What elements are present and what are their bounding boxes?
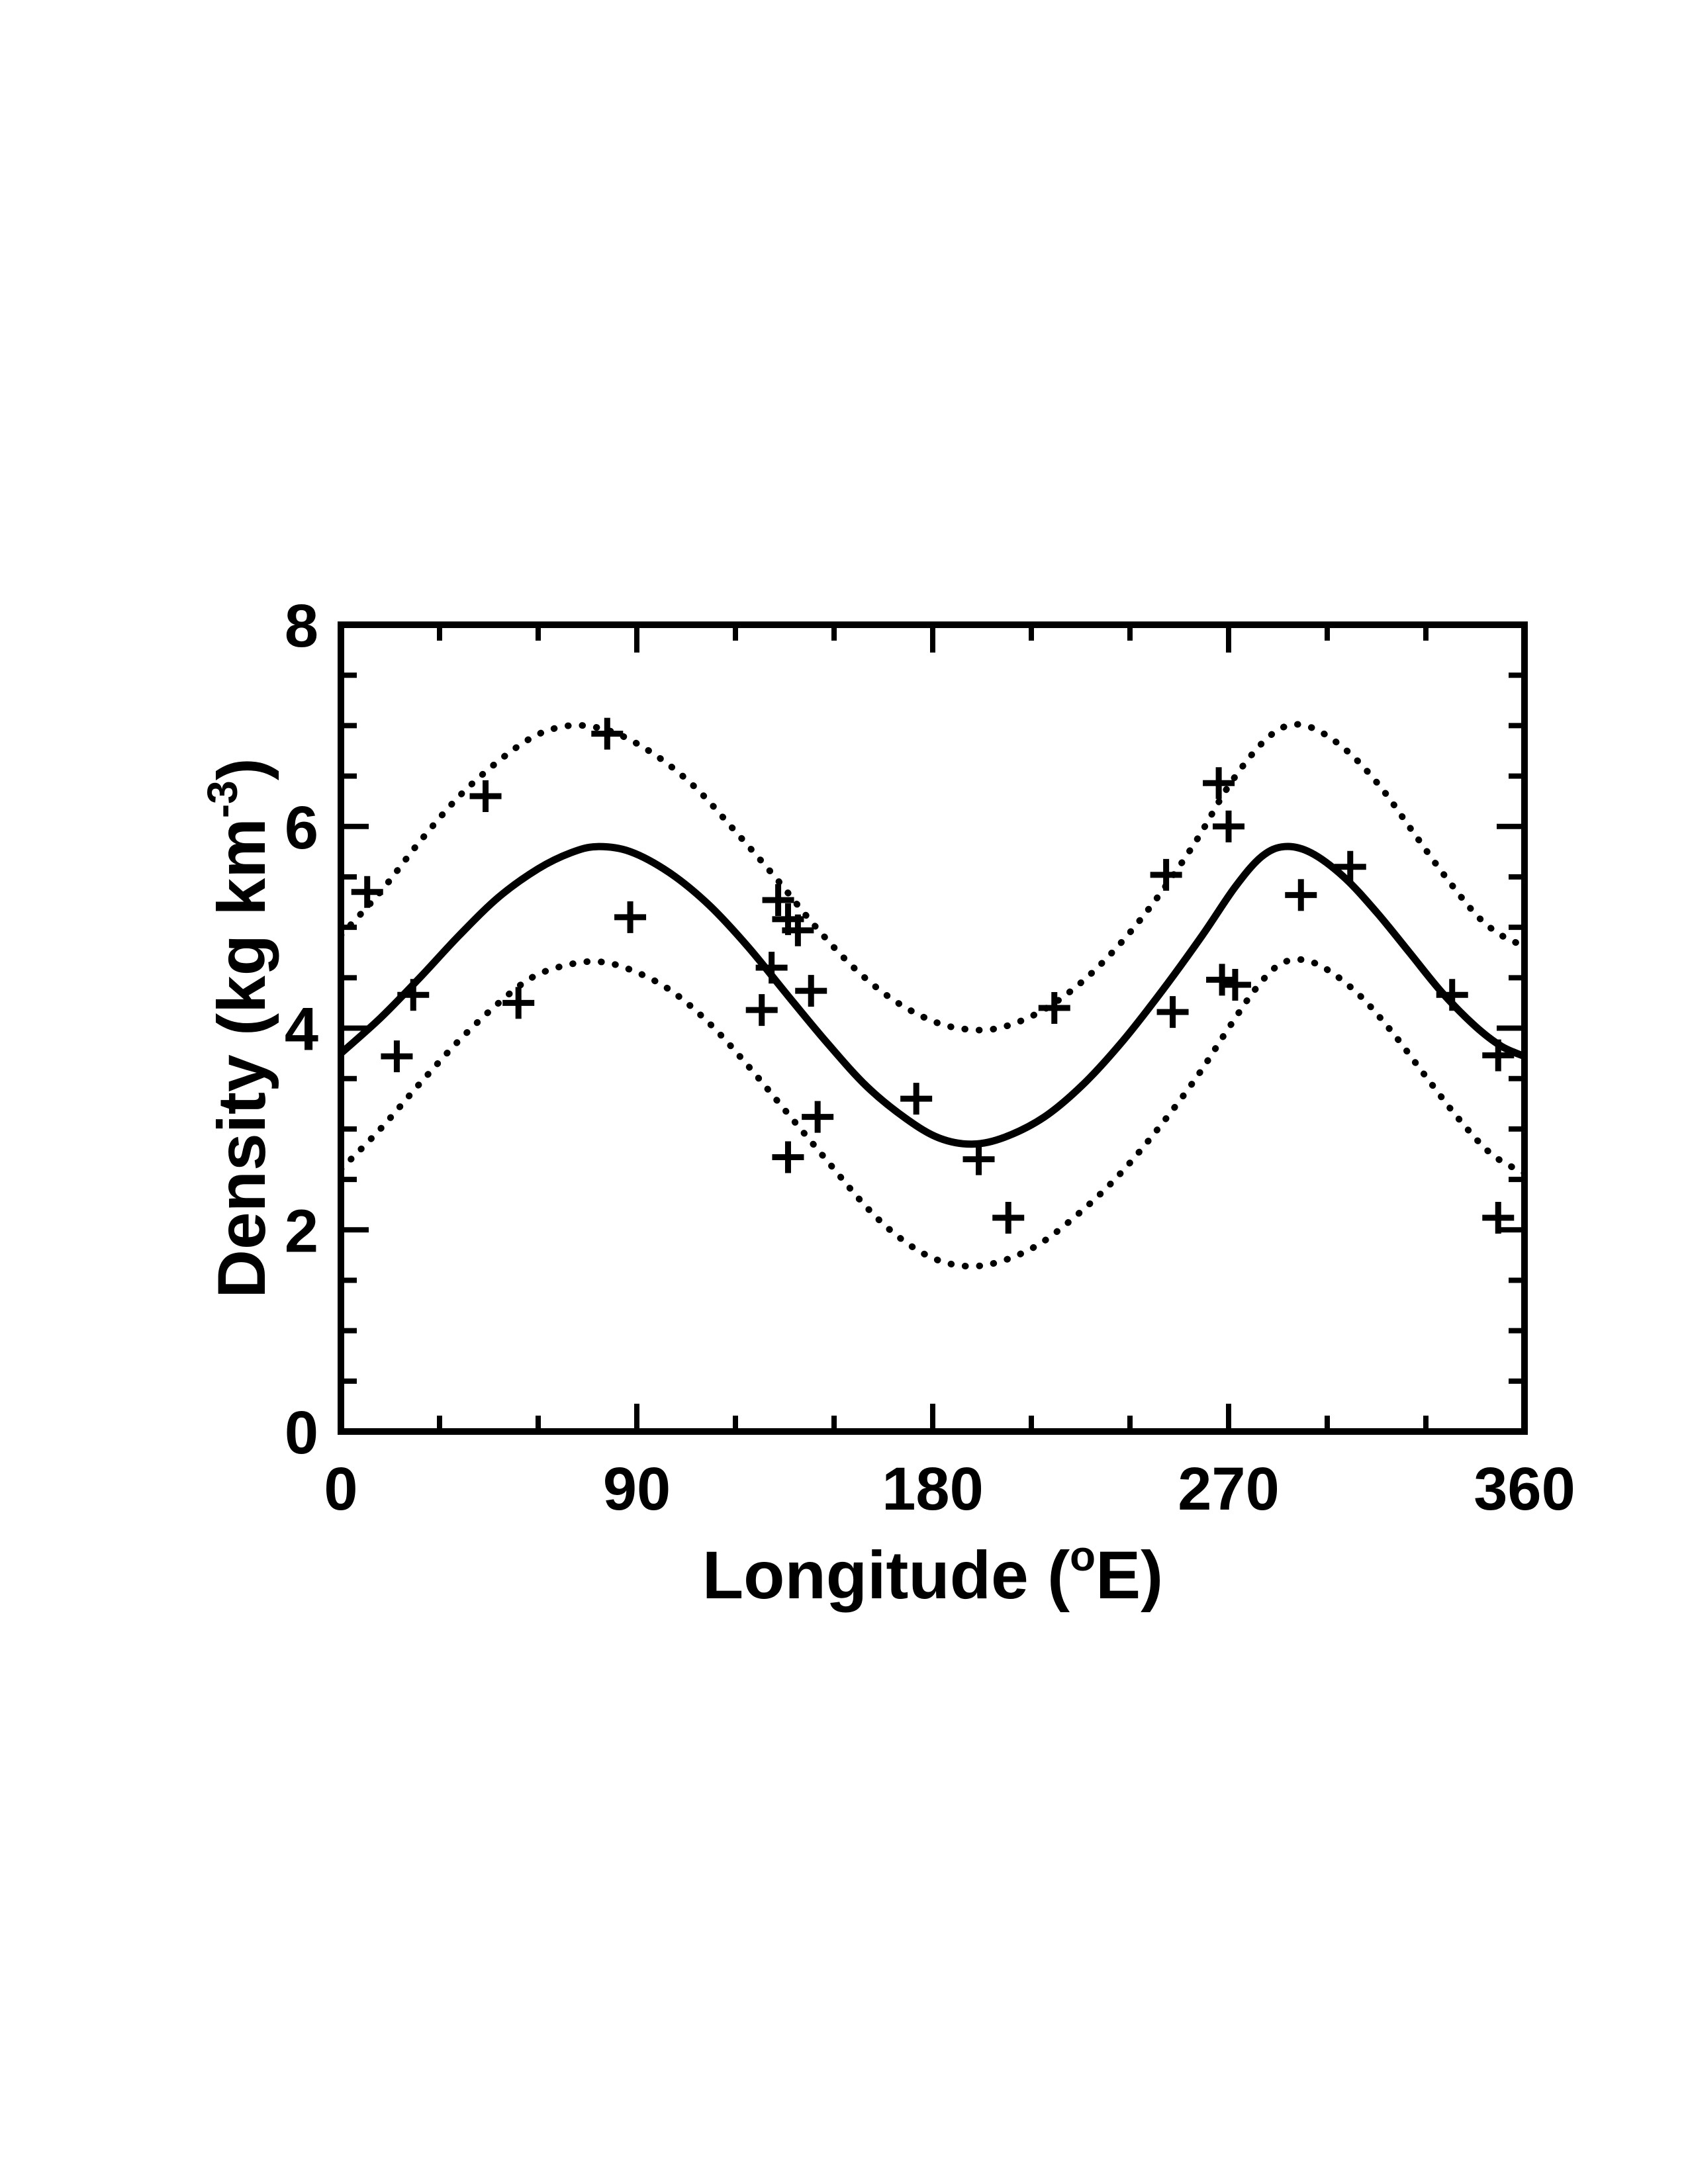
data-point-marker bbox=[755, 952, 788, 984]
data-point-marker bbox=[614, 901, 647, 933]
data-point-marker bbox=[1150, 858, 1182, 891]
lower-envelope-curve bbox=[338, 956, 1528, 1270]
data-point-marker bbox=[782, 914, 814, 946]
data-point-marker bbox=[1213, 810, 1244, 842]
x-tick-label: 90 bbox=[603, 1455, 671, 1523]
y-axis-label: Density (kg km-3) bbox=[199, 758, 279, 1298]
data-point-marker bbox=[1156, 996, 1189, 1028]
data-point-marker bbox=[1436, 979, 1468, 1011]
y-tick-label: 4 bbox=[285, 996, 318, 1064]
data-point-marker bbox=[351, 876, 383, 908]
y-tick-label: 8 bbox=[285, 592, 318, 660]
data-point-marker bbox=[900, 1083, 933, 1115]
data-point-marker bbox=[962, 1143, 995, 1175]
x-tick-label: 0 bbox=[324, 1455, 357, 1523]
data-point-marker bbox=[795, 975, 827, 1007]
x-tick-label: 360 bbox=[1474, 1455, 1575, 1523]
data-point-marker bbox=[1334, 850, 1366, 883]
data-point-marker bbox=[1482, 1201, 1515, 1234]
data-point-marker bbox=[745, 994, 778, 1026]
data-point-marker bbox=[1203, 767, 1235, 799]
data-point-marker bbox=[1219, 968, 1251, 1001]
data-point-marker bbox=[802, 1101, 834, 1133]
data-point-marker bbox=[1285, 879, 1317, 911]
x-tick-label: 180 bbox=[882, 1455, 984, 1523]
x-axis-label: Longitude (oE) bbox=[702, 1532, 1163, 1613]
data-point-marker bbox=[502, 987, 535, 1019]
data-point-marker bbox=[1038, 992, 1070, 1024]
y-tick-label: 0 bbox=[285, 1399, 318, 1467]
data-point-marker bbox=[992, 1201, 1025, 1234]
data-point-marker bbox=[1482, 1039, 1515, 1071]
y-tick-label: 6 bbox=[285, 794, 318, 862]
sinusoidal-fit-curve bbox=[338, 842, 1526, 1148]
data-point-marker bbox=[591, 717, 624, 750]
x-tick-label: 270 bbox=[1178, 1455, 1280, 1523]
data-point-marker bbox=[381, 1040, 413, 1073]
data-point-marker bbox=[397, 979, 430, 1011]
data-point-marker bbox=[772, 1141, 804, 1173]
y-tick-label: 2 bbox=[285, 1197, 318, 1265]
data-point-marker bbox=[762, 884, 794, 916]
data-point-marker bbox=[469, 780, 502, 813]
upper-envelope-curve bbox=[338, 721, 1528, 1034]
